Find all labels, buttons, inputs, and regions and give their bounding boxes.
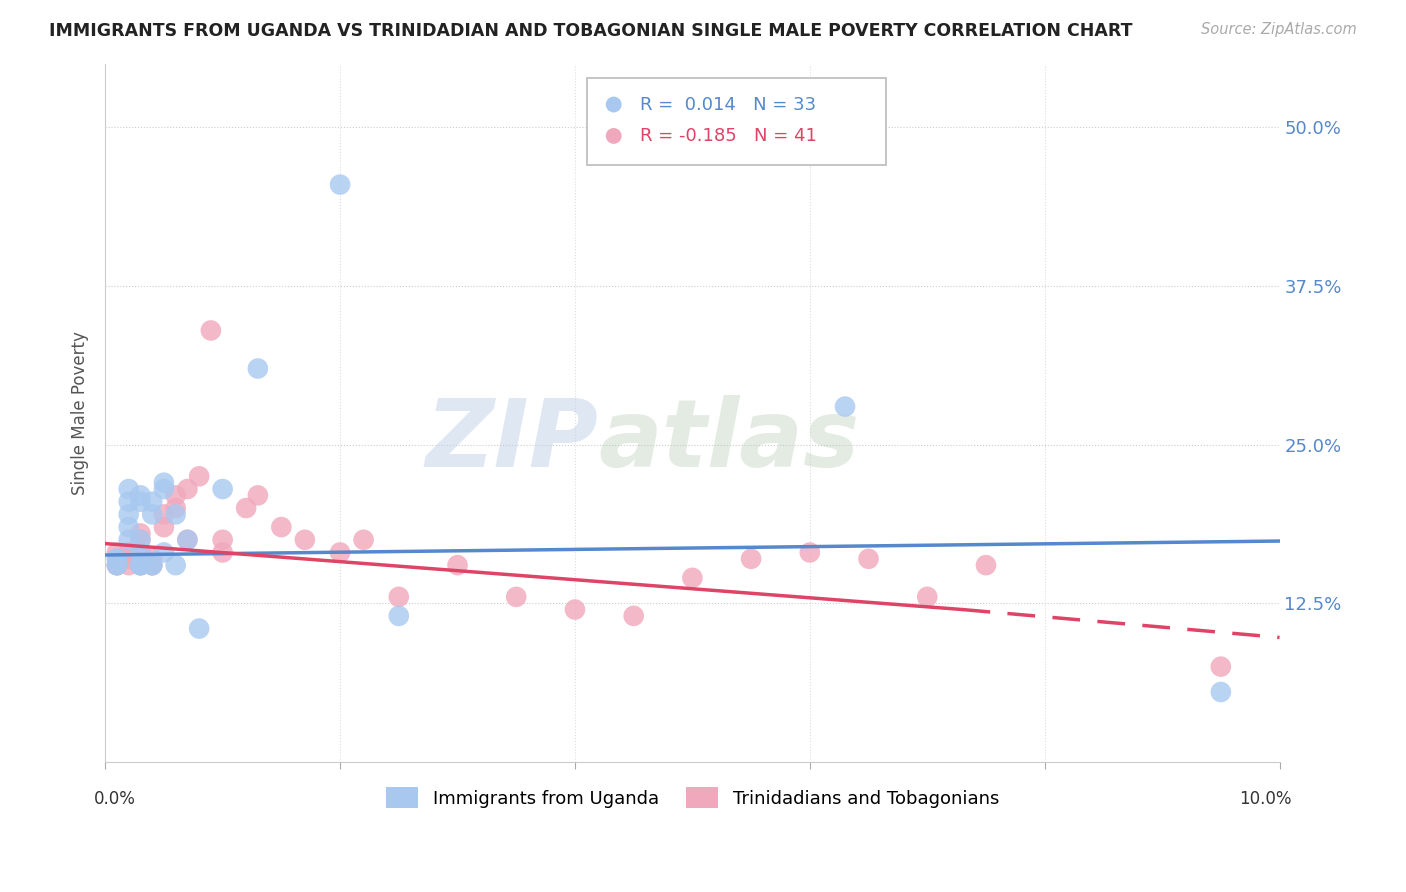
Point — [211, 545, 233, 559]
Text: IMMIGRANTS FROM UGANDA VS TRINIDADIAN AND TOBAGONIAN SINGLE MALE POVERTY CORRELA: IMMIGRANTS FROM UGANDA VS TRINIDADIAN AN… — [49, 22, 1133, 40]
Point — [858, 551, 880, 566]
Point — [681, 571, 703, 585]
Point — [388, 608, 411, 623]
Point — [165, 488, 187, 502]
Point — [505, 590, 527, 604]
Point — [141, 558, 163, 573]
Text: Source: ZipAtlas.com: Source: ZipAtlas.com — [1201, 22, 1357, 37]
Point — [141, 558, 163, 573]
Point — [329, 545, 352, 559]
Point — [129, 558, 152, 573]
Text: 10.0%: 10.0% — [1239, 789, 1291, 807]
Text: R = -0.185   N = 41: R = -0.185 N = 41 — [640, 127, 817, 145]
Point — [188, 622, 211, 636]
Point — [129, 494, 152, 508]
Point — [799, 545, 821, 559]
Point — [118, 494, 141, 508]
Point — [153, 482, 176, 496]
Point — [235, 501, 257, 516]
Point — [388, 590, 411, 604]
Point — [623, 608, 645, 623]
Point — [105, 545, 128, 559]
Text: ZIP: ZIP — [426, 395, 599, 487]
Point — [105, 551, 128, 566]
Point — [129, 488, 152, 502]
Point — [165, 501, 187, 516]
Point — [118, 520, 141, 534]
Point — [165, 508, 187, 522]
Point — [211, 533, 233, 547]
Point — [153, 520, 176, 534]
Point — [129, 533, 152, 547]
FancyBboxPatch shape — [586, 78, 886, 165]
Point — [176, 482, 198, 496]
Point — [105, 558, 128, 573]
Point — [129, 545, 152, 559]
Point — [105, 558, 128, 573]
Point — [329, 178, 352, 192]
Point — [129, 558, 152, 573]
Point — [446, 558, 468, 573]
Legend: Immigrants from Uganda, Trinidadians and Tobagonians: Immigrants from Uganda, Trinidadians and… — [378, 780, 1007, 815]
Point — [246, 361, 269, 376]
Point — [1209, 659, 1232, 673]
Point — [153, 475, 176, 490]
Point — [129, 533, 152, 547]
Point — [141, 558, 163, 573]
Point — [200, 323, 222, 337]
Point — [834, 400, 856, 414]
Point — [141, 558, 163, 573]
Text: 0.0%: 0.0% — [93, 789, 135, 807]
Point — [153, 508, 176, 522]
Point — [118, 533, 141, 547]
Point — [740, 551, 762, 566]
Point — [915, 590, 938, 604]
Text: R =  0.014   N = 33: R = 0.014 N = 33 — [640, 95, 815, 113]
Point — [294, 533, 316, 547]
Point — [105, 558, 128, 573]
Point — [118, 508, 141, 522]
Point — [246, 488, 269, 502]
Point — [176, 533, 198, 547]
Text: atlas: atlas — [599, 395, 859, 487]
Y-axis label: Single Male Poverty: Single Male Poverty — [72, 331, 89, 495]
Point — [141, 551, 163, 566]
Point — [211, 482, 233, 496]
Point — [141, 494, 163, 508]
Point — [118, 558, 141, 573]
Point — [188, 469, 211, 483]
Point — [564, 602, 586, 616]
Point — [270, 520, 292, 534]
Point — [353, 533, 375, 547]
Point — [129, 558, 152, 573]
Point — [129, 526, 152, 541]
Point — [141, 508, 163, 522]
Point — [118, 482, 141, 496]
Point — [129, 558, 152, 573]
Point — [1209, 685, 1232, 699]
Point — [118, 545, 141, 559]
Point — [118, 551, 141, 566]
Point — [105, 551, 128, 566]
Point — [165, 558, 187, 573]
Point — [129, 545, 152, 559]
Point — [176, 533, 198, 547]
Point — [105, 558, 128, 573]
Point — [974, 558, 997, 573]
Point — [153, 545, 176, 559]
